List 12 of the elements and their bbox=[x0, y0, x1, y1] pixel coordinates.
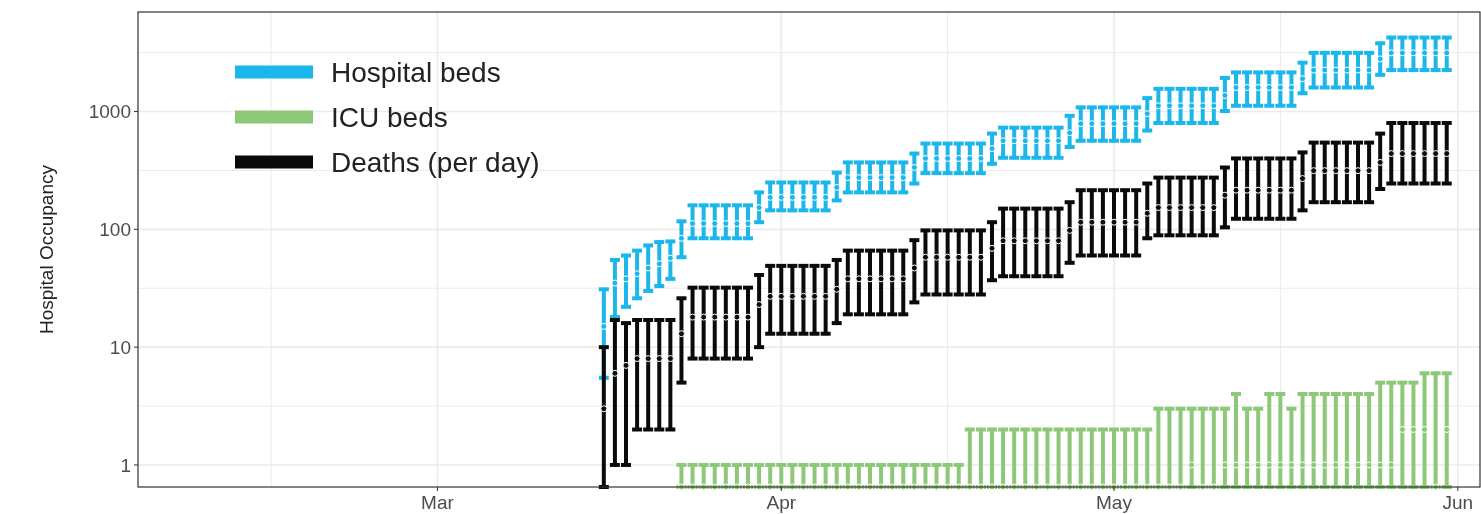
x-tick-label: May bbox=[1096, 492, 1133, 513]
x-tick-label: Mar bbox=[421, 492, 455, 513]
y-tick-label: 1 bbox=[120, 454, 131, 476]
y-axis-title: Hospital Occupancy bbox=[36, 164, 57, 334]
x-tick-label: Apr bbox=[766, 492, 797, 513]
legend-label: Deaths (per day) bbox=[331, 146, 540, 178]
y-tick-label: 100 bbox=[99, 219, 131, 241]
y-tick-label: 1000 bbox=[88, 101, 131, 123]
legend-label: ICU beds bbox=[331, 101, 448, 133]
legend-label: Hospital beds bbox=[331, 56, 501, 88]
x-tick-label: Jun bbox=[1442, 492, 1474, 513]
y-tick-label: 10 bbox=[109, 336, 131, 358]
